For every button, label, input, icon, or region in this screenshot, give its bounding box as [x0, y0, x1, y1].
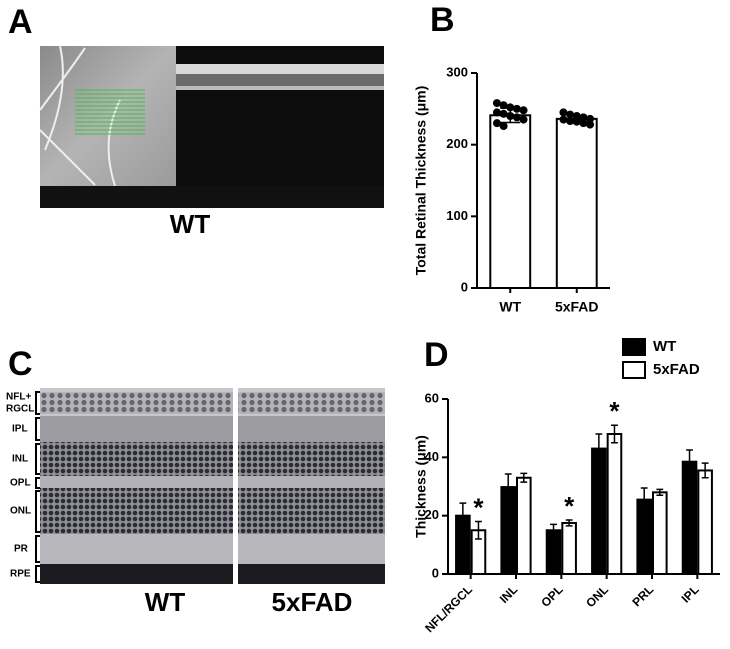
panel-label: D	[424, 336, 449, 374]
y-axis-label: Total Retinal Thickness (μm)	[413, 86, 429, 276]
data-point	[566, 110, 575, 119]
y-tick-label: 20	[425, 507, 439, 522]
y-tick-label: 0	[432, 565, 439, 580]
bar	[606, 433, 623, 575]
error-bar	[459, 502, 467, 529]
data-point	[512, 113, 521, 122]
data-point	[559, 108, 568, 117]
panel-label: A	[8, 3, 33, 41]
bar	[555, 117, 598, 289]
data-point	[559, 115, 568, 124]
data-point	[506, 112, 515, 120]
oct-image	[39, 45, 384, 208]
panel-label: B	[430, 1, 455, 39]
x-tick-label: WT	[499, 299, 521, 315]
panel-label: C	[8, 345, 33, 383]
x-tick-label: IPL	[679, 582, 702, 605]
layer-label: RGCL	[6, 404, 34, 415]
layer-label: PR	[14, 544, 29, 555]
legend-label: WT	[653, 338, 676, 355]
x-tick-label: PRL	[629, 582, 656, 609]
data-point	[506, 103, 515, 112]
error-bar	[520, 472, 528, 483]
y-axis-label: Thickness (μm)	[413, 435, 429, 538]
data-point	[499, 101, 508, 110]
data-point	[499, 109, 508, 118]
layer-label: OPL	[10, 478, 31, 489]
layer-label: ONL	[10, 506, 31, 517]
significance-marker: *	[564, 491, 575, 521]
data-point	[566, 117, 575, 126]
bar	[591, 447, 607, 576]
data-point	[492, 99, 501, 108]
x-tick-label: NFL/RGCL	[422, 582, 475, 635]
data-point	[586, 120, 595, 129]
data-point	[492, 108, 501, 117]
bar	[516, 476, 532, 575]
y-tick-label: 0	[461, 279, 468, 294]
data-point	[492, 119, 501, 128]
error-bar	[565, 519, 573, 527]
layer-label: NFL+	[6, 392, 31, 403]
significance-marker: *	[473, 492, 484, 522]
bar	[489, 114, 532, 289]
x-tick-label: 5xFAD	[555, 299, 599, 315]
error-bar	[656, 488, 664, 496]
histology-image	[40, 388, 385, 584]
legend-swatch	[622, 338, 646, 356]
error-bar	[640, 487, 648, 513]
y-tick-label: 100	[446, 208, 468, 223]
significance-marker: *	[609, 396, 620, 426]
error-bar	[504, 473, 512, 501]
y-tick-label: 60	[425, 390, 439, 405]
data-point	[519, 115, 528, 124]
data-point	[499, 122, 508, 131]
error-bar	[701, 462, 709, 479]
layer-label: IPL	[12, 424, 28, 435]
error-bar	[475, 520, 482, 540]
data-point	[572, 112, 581, 120]
error-bar	[595, 433, 603, 464]
y-tick-label: 40	[425, 449, 439, 464]
error-bar	[686, 449, 693, 475]
layer-brackets	[35, 391, 40, 583]
layer-label: INL	[12, 454, 28, 465]
panel-caption: WT	[170, 209, 211, 239]
legend-swatch	[622, 361, 646, 379]
legend-label: 5xFAD	[653, 361, 700, 378]
data-point	[579, 113, 588, 122]
x-tick-label: OPL	[538, 582, 565, 609]
data-point	[586, 114, 595, 123]
panel-caption: WT	[145, 587, 186, 617]
panel-caption: 5xFAD	[272, 587, 353, 617]
data-point	[572, 117, 581, 126]
error-bar	[611, 424, 618, 444]
bar	[681, 460, 698, 576]
data-point	[519, 106, 528, 115]
y-tick-label: 300	[446, 64, 468, 79]
data-point	[512, 104, 521, 113]
x-tick-label: ONL	[583, 582, 611, 610]
bar	[561, 521, 577, 575]
x-tick-label: INL	[497, 582, 521, 606]
data-point	[579, 119, 588, 128]
y-tick-label: 200	[446, 136, 468, 151]
bar	[697, 469, 713, 576]
error-bar	[550, 523, 557, 537]
layer-label: RPE	[10, 569, 31, 580]
bar	[652, 491, 668, 576]
